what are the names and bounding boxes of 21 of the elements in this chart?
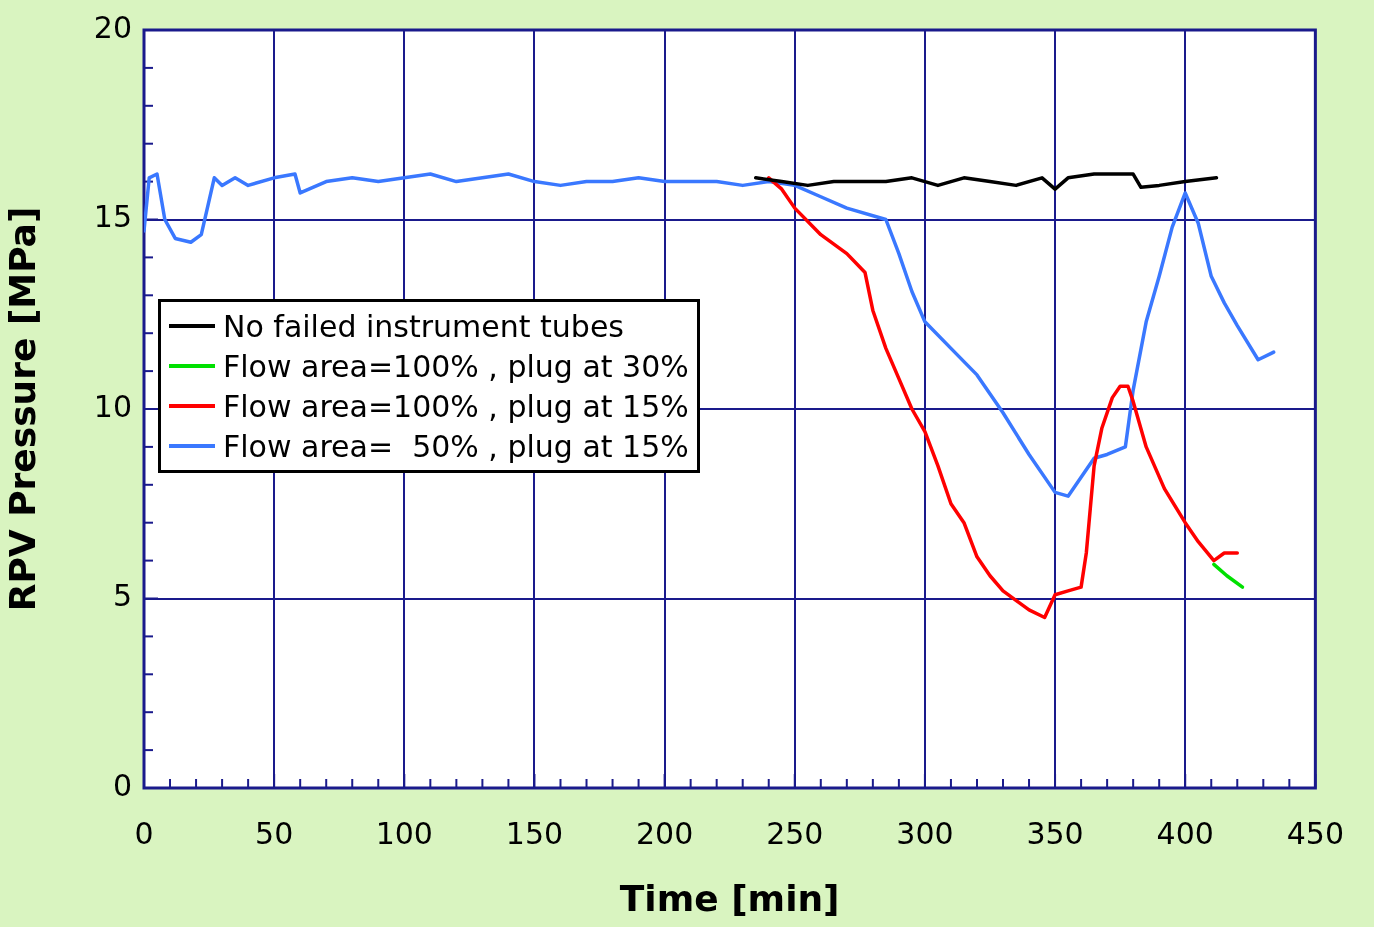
x-tick-label: 350 <box>1026 815 1084 851</box>
x-axis-title: Time [min] <box>619 877 840 919</box>
legend-label: Flow area=100% , plug at 15% <box>223 388 689 424</box>
legend-label: Flow area=100% , plug at 30% <box>223 348 689 384</box>
x-tick-label: 0 <box>134 815 154 851</box>
y-tick-label: 15 <box>93 199 132 235</box>
x-tick-label: 200 <box>635 815 694 851</box>
y-tick-label: 5 <box>112 578 132 614</box>
x-tick-label: 100 <box>375 815 433 851</box>
x-tick-label: 300 <box>896 815 954 851</box>
y-tick-label: 20 <box>93 9 132 45</box>
x-tick-label: 250 <box>766 815 824 851</box>
x-tick-label: 50 <box>255 815 294 851</box>
x-tick-label: 450 <box>1286 815 1344 851</box>
legend-label: Flow area= 50% , plug at 15% <box>223 428 689 464</box>
x-tick-label: 400 <box>1156 815 1214 851</box>
y-tick-label: 10 <box>93 388 132 424</box>
y-axis-title: RPV Pressure [MPa] <box>1 206 43 612</box>
legend-label: No failed instrument tubes <box>223 308 624 344</box>
y-tick-label: 0 <box>112 767 132 803</box>
x-tick-label: 150 <box>505 815 564 851</box>
